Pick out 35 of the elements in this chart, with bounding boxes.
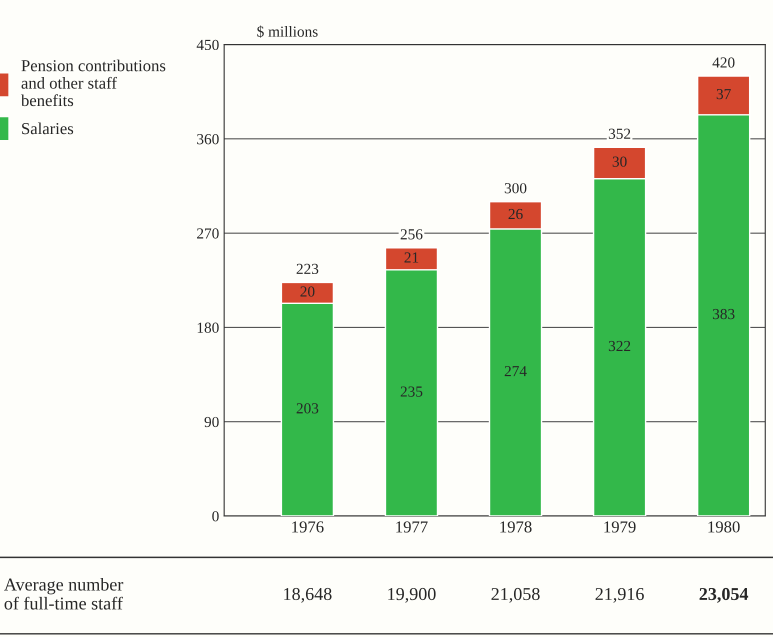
x-tick-label: 1977 xyxy=(396,521,428,533)
text: 19,900 xyxy=(388,588,436,603)
text: 21,916 xyxy=(596,588,644,603)
legend-label: Salaries xyxy=(22,122,74,134)
x-tick-label: 1978 xyxy=(500,521,532,533)
y-tick-label: 90 xyxy=(204,416,219,428)
y-tick-label: 360 xyxy=(197,134,219,144)
y-tick-label: 450 xyxy=(196,40,219,50)
total-label: 300 xyxy=(504,183,526,194)
y-tick-label: 180 xyxy=(198,322,219,333)
legend-label: Pension contributions and other staff benefits xyxy=(20,60,166,106)
y-axis-title: $ millions xyxy=(257,26,318,38)
data-label: 37 xyxy=(716,88,731,100)
x-tick-label: 1979 xyxy=(604,521,636,533)
data-label: 20 xyxy=(300,286,314,297)
data-label: 322 xyxy=(608,340,630,352)
x-tick-label: 1976 xyxy=(292,521,324,533)
text: 18,648 xyxy=(284,588,332,603)
x-tick-label: 1980 xyxy=(708,521,740,533)
text: Average number of full-time staff xyxy=(4,578,124,610)
data-label: 30 xyxy=(612,156,627,167)
y-tick-label: 0 xyxy=(212,511,219,522)
total-label: 352 xyxy=(608,128,630,139)
total-label: 256 xyxy=(400,229,422,240)
data-label: 274 xyxy=(504,366,527,376)
total-label: 420 xyxy=(712,57,735,68)
data-label: 26 xyxy=(508,208,523,220)
data-label: 203 xyxy=(296,403,318,414)
data-label: 383 xyxy=(712,308,735,320)
data-label: 21 xyxy=(404,252,418,262)
y-tick-label: 270 xyxy=(197,228,219,239)
text: 21,058 xyxy=(492,588,540,603)
data-label: 235 xyxy=(400,386,422,397)
text: 23,054 xyxy=(700,588,748,603)
total-label: 223 xyxy=(296,264,318,274)
